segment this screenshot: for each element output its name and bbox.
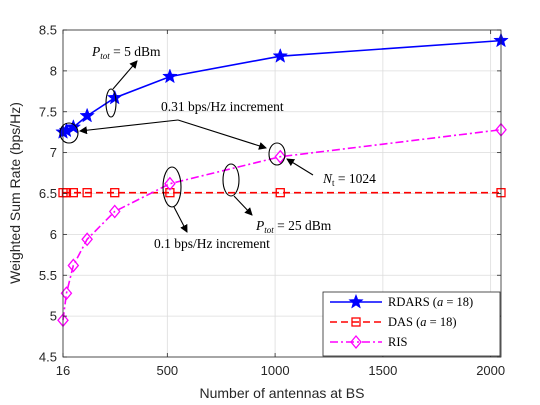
y-tick-label: 7.5 [39, 104, 57, 119]
y-tick-label: 7 [50, 145, 57, 160]
data-point-star [65, 119, 82, 134]
x-axis-title: Number of antennas at BS [200, 385, 365, 401]
annotation-ellipse-ris-1024 [268, 142, 286, 166]
legend-items [330, 293, 382, 350]
legend: RDARS (a = 18) DAS (a = 18) RIS [322, 291, 501, 357]
data-point-diamond [81, 232, 93, 247]
legend-label-rdars: RDARS (a = 18) [388, 295, 473, 309]
data-point-star [162, 68, 178, 84]
x-tick-label: 500 [156, 363, 178, 378]
y-axis-title: Weighted Sum Rate (bps/Hz) [7, 102, 23, 284]
annotation-ellipse-ptot5 [105, 88, 117, 118]
annotation-nt: Nt = 1024 [322, 171, 376, 188]
x-tick-label: 1500 [368, 363, 397, 378]
annotation-arrow-inc-right [177, 119, 267, 150]
x-tick-label: 2000 [476, 363, 505, 378]
y-tick-label: 5.5 [39, 268, 57, 283]
annotation-arrow-nt [286, 158, 314, 176]
legend-label-ris: RIS [388, 335, 408, 349]
annotations: Ptot = 5 dBm 0.31 bps/Hz increment Nt = … [59, 44, 376, 251]
annotation-ellipse-rdars-left [59, 122, 79, 144]
legend-label-das: DAS (a = 18) [388, 315, 457, 329]
x-tick-label: 1000 [261, 363, 290, 378]
data-point-square [275, 188, 285, 198]
data-point-diamond [67, 258, 80, 273]
annotation-ellipse-ptot25 [222, 163, 240, 197]
data-point-diamond [164, 176, 176, 191]
ticks: 16 500 1000 1500 2000 4.5 5 5.5 6 6.5 7 7.5 8 8.5 [39, 23, 505, 379]
y-tick-label: 6.5 [39, 186, 57, 201]
annotation-ptot25: Ptot = 25 dBm [255, 218, 332, 235]
annotation-increment01: 0.1 bps/Hz increment [154, 236, 270, 251]
data-point-star [272, 47, 289, 63]
data-point-diamond [108, 204, 121, 219]
annotation-arrow-inc01 [173, 206, 188, 233]
data-point-square [61, 188, 72, 198]
data-point-square [351, 317, 361, 327]
data-point-diamond [350, 334, 362, 350]
x-tick-label: 16 [56, 363, 70, 378]
y-tick-label: 4.5 [39, 350, 57, 365]
data-point-diamond [274, 149, 287, 164]
data-point-square [110, 188, 120, 198]
y-tick-label: 6 [50, 227, 57, 242]
series-layer [55, 32, 509, 328]
annotation-ellipse-das-ris [162, 166, 182, 208]
data-point-star [348, 293, 364, 309]
data-point-square [82, 188, 92, 198]
annotation-arrow-ptot5 [112, 60, 138, 90]
y-tick-label: 5 [50, 309, 57, 324]
annotation-increment031: 0.31 bps/Hz increment [161, 99, 284, 114]
data-point-star [79, 107, 95, 123]
annotation-arrow-inc-left [79, 119, 179, 135]
y-tick-label: 8 [50, 63, 57, 78]
data-point-square [68, 188, 78, 198]
annotation-ptot5: Ptot = 5 dBm [91, 44, 161, 61]
annotation-arrow-ptot25 [233, 195, 253, 216]
y-tick-label: 8.5 [39, 23, 57, 38]
data-point-star [106, 89, 123, 105]
